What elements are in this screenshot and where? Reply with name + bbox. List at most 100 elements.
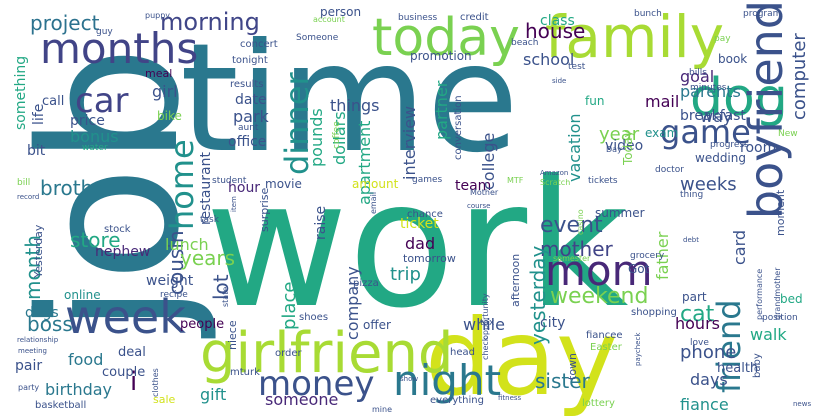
word-morning: morning — [160, 8, 260, 36]
word-fiance: fiance — [680, 395, 729, 414]
word-money: money — [258, 364, 375, 404]
word-concert: concert — [240, 39, 278, 50]
word-games: games — [412, 175, 443, 185]
word-breakfast: breakfast — [680, 108, 746, 124]
word-day: day — [425, 297, 618, 419]
word-city: city — [540, 315, 565, 331]
word-cousin: cousin — [164, 230, 188, 295]
word-opportunity: opportunity — [481, 293, 490, 340]
word-thing: thing — [680, 190, 703, 200]
word-bit: bit — [27, 143, 46, 159]
word-aunt: aunt — [238, 123, 259, 133]
word-order: order — [275, 348, 303, 359]
word-night: night — [393, 356, 501, 405]
word-phone: phone — [680, 342, 736, 363]
word-item: item — [230, 196, 238, 212]
word-news: news — [793, 400, 811, 408]
word-mom: mom — [545, 246, 653, 295]
word-surprise: surprise — [258, 187, 271, 232]
word-someone: Someone — [296, 33, 339, 43]
word-pizza: pizza — [353, 278, 379, 289]
word-today: Today — [621, 130, 635, 166]
word-boss: boss — [27, 312, 73, 336]
word-apartment: apartment — [355, 121, 374, 205]
word-mother: mother — [540, 237, 614, 261]
word-tomorrow: tomorrow — [403, 252, 456, 265]
word-time: time — [180, 12, 519, 186]
word-state: state — [221, 287, 230, 307]
word-recipe: recipe — [160, 290, 188, 300]
word-doctor: doctor — [655, 165, 684, 175]
word-gift: gift — [200, 385, 226, 404]
word-company: company — [343, 266, 362, 340]
word-team: team — [455, 178, 491, 194]
word-business: business — [398, 13, 438, 23]
word-mturk: mturk — [230, 367, 260, 378]
word-tickets: tickets — [588, 176, 618, 186]
word-task: task — [200, 215, 220, 225]
word-dollars: dollars — [330, 111, 349, 165]
word-home: home — [163, 139, 201, 230]
word-bike: bike — [157, 109, 182, 123]
word-scratch: Scratch — [540, 178, 570, 187]
word-part: part — [682, 290, 707, 304]
word-dinner: dinner — [278, 72, 316, 175]
word-school: school — [523, 50, 574, 69]
word-beach: beach — [511, 38, 538, 48]
word-weight: weight — [146, 273, 194, 289]
word-hour: hour — [228, 180, 260, 196]
word-park: park — [233, 107, 270, 126]
word-party: party — [18, 383, 39, 392]
word-mtf: MTF — [507, 176, 524, 185]
word-hours: hours — [675, 314, 720, 333]
word-grocery: grocery — [630, 251, 665, 261]
word-birthday: birthday — [45, 380, 112, 399]
word-family: family — [545, 3, 724, 71]
word-moment: moment — [774, 189, 787, 236]
word-price: price — [70, 113, 105, 129]
word-car: car — [75, 81, 129, 121]
word-check: check — [481, 336, 490, 360]
word-yesterday: yesterday — [526, 245, 550, 345]
word-trip: trip — [390, 264, 421, 285]
word-girl: girl — [152, 82, 178, 101]
word-position: position — [762, 313, 798, 323]
word-grandmother: grandmother — [773, 267, 782, 320]
word-event: event — [540, 213, 603, 238]
word-bonus: bonus — [70, 127, 119, 146]
word-head: head — [450, 347, 475, 358]
word-days: days — [690, 370, 728, 389]
word-something: something — [13, 56, 29, 130]
word-love: love — [690, 338, 709, 348]
word-college: college — [479, 133, 498, 190]
word-job: job — [0, 45, 221, 339]
word-restaurant: restaurant — [198, 151, 214, 225]
word-girlfriend: girlfriend — [200, 321, 453, 386]
word-year: year — [599, 124, 640, 145]
word-show: show — [400, 375, 418, 383]
word-program: program — [743, 9, 781, 19]
word-new: New — [778, 129, 798, 139]
word-amount: amount — [352, 177, 399, 191]
word-weekend: weekend — [550, 284, 648, 309]
word-movie: movie — [265, 177, 302, 191]
word-bed: bed — [780, 292, 803, 306]
word-call: call — [42, 94, 64, 109]
word-someone: someone — [265, 390, 338, 409]
word-water: water — [82, 143, 108, 153]
word-semester: semester — [553, 254, 591, 263]
word-got: Got — [628, 262, 650, 276]
word-way: way — [700, 107, 732, 126]
word-week: week — [65, 290, 186, 344]
word-class: class — [540, 13, 575, 29]
word-life: life — [31, 104, 47, 125]
word-pay: pay — [714, 34, 731, 44]
word-performance: performance — [755, 269, 764, 320]
word-meeting: meeting — [18, 347, 47, 355]
word-student: student — [212, 176, 247, 186]
word-mine: mine — [372, 405, 392, 414]
word-interview: interview — [400, 106, 419, 180]
word-book: book — [718, 52, 747, 66]
word-friend: friend — [710, 299, 748, 393]
